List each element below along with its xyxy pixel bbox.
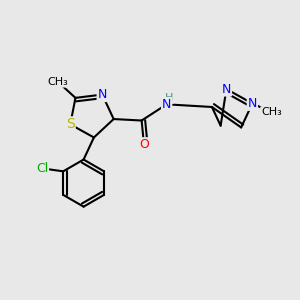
Text: N: N [98, 88, 107, 101]
Text: H: H [165, 93, 173, 103]
Text: O: O [139, 138, 149, 151]
Text: N: N [222, 82, 231, 96]
Text: N: N [248, 97, 257, 110]
Text: N: N [162, 98, 171, 111]
Text: CH₃: CH₃ [47, 77, 68, 87]
Text: Cl: Cl [36, 162, 48, 175]
Text: S: S [66, 117, 75, 131]
Text: CH₃: CH₃ [261, 107, 282, 117]
